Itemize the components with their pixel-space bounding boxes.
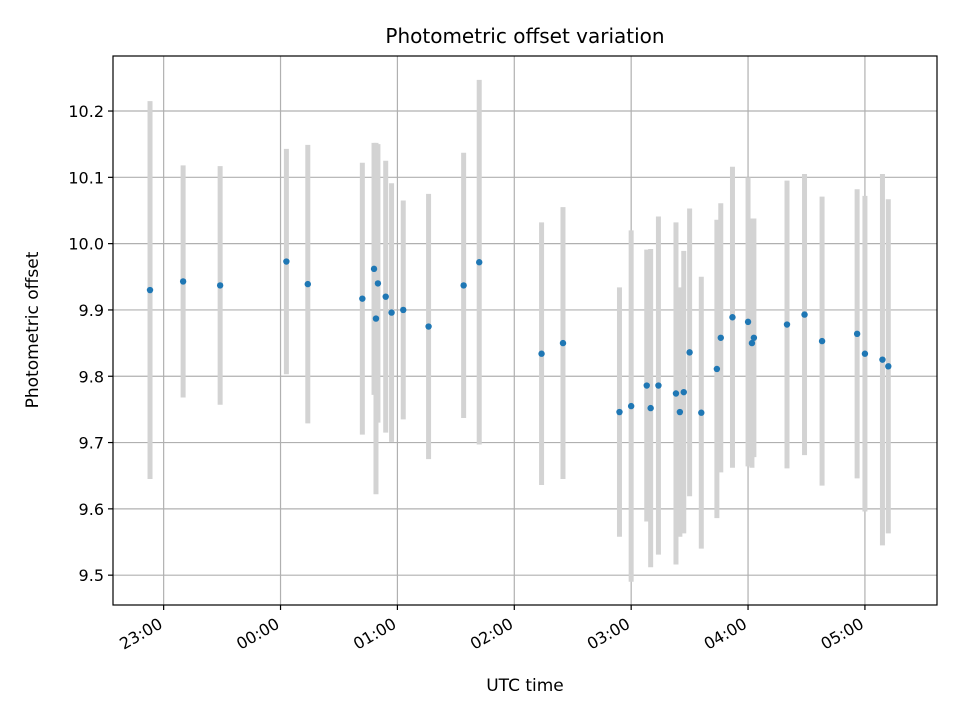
data-point bbox=[559, 339, 567, 347]
data-point bbox=[304, 280, 311, 288]
plot-frame bbox=[112, 55, 938, 606]
x-axis-label: UTC time bbox=[486, 676, 564, 696]
y-axis-label: Photometric offset bbox=[23, 251, 43, 408]
y-tick-label: 9.7 bbox=[79, 434, 104, 453]
data-points bbox=[146, 258, 892, 416]
data-point bbox=[801, 311, 808, 318]
data-point bbox=[729, 314, 736, 321]
data-point bbox=[616, 408, 623, 416]
data-point bbox=[748, 339, 756, 347]
y-tick-label: 9.5 bbox=[79, 566, 104, 585]
data-point bbox=[698, 409, 705, 416]
data-point bbox=[655, 382, 662, 389]
data-point bbox=[680, 388, 687, 396]
data-point bbox=[283, 258, 290, 265]
data-point bbox=[879, 356, 886, 363]
data-point bbox=[374, 280, 382, 287]
data-point bbox=[818, 337, 826, 345]
data-point bbox=[744, 318, 752, 326]
y-tick-label: 10.1 bbox=[68, 168, 104, 187]
data-point bbox=[216, 282, 224, 289]
data-point bbox=[382, 293, 389, 300]
y-tick-label: 10.0 bbox=[68, 235, 104, 254]
y-tick-label: 9.9 bbox=[79, 301, 104, 320]
y-tick-label: 9.6 bbox=[79, 500, 104, 519]
data-point bbox=[861, 350, 869, 357]
data-point bbox=[538, 350, 545, 357]
y-tick-label: 10.2 bbox=[68, 102, 104, 121]
data-point bbox=[400, 306, 407, 314]
data-point bbox=[717, 334, 724, 341]
data-point bbox=[476, 259, 483, 266]
y-tick-label: 9.8 bbox=[79, 367, 104, 386]
data-point bbox=[885, 363, 892, 370]
data-point bbox=[460, 282, 467, 289]
data-point bbox=[783, 321, 791, 328]
data-point bbox=[647, 404, 654, 412]
data-point bbox=[146, 286, 154, 294]
data-point bbox=[425, 323, 432, 330]
data-point bbox=[627, 402, 635, 410]
data-point bbox=[370, 265, 378, 273]
y-axis-ticks: 9.5 9.6 9.7 9.8 9.9 10.0 10.1 10.2 bbox=[68, 102, 113, 585]
data-point bbox=[179, 278, 187, 285]
data-point bbox=[686, 349, 693, 356]
data-point bbox=[643, 382, 650, 389]
data-point bbox=[676, 408, 684, 416]
grid bbox=[113, 56, 937, 605]
data-point bbox=[713, 365, 721, 373]
data-point bbox=[750, 334, 758, 341]
chart-title: Photometric offset variation bbox=[385, 24, 664, 48]
data-point bbox=[853, 330, 861, 338]
data-point bbox=[372, 315, 380, 322]
data-point bbox=[359, 295, 366, 302]
data-point bbox=[672, 390, 680, 397]
data-point bbox=[388, 309, 395, 316]
